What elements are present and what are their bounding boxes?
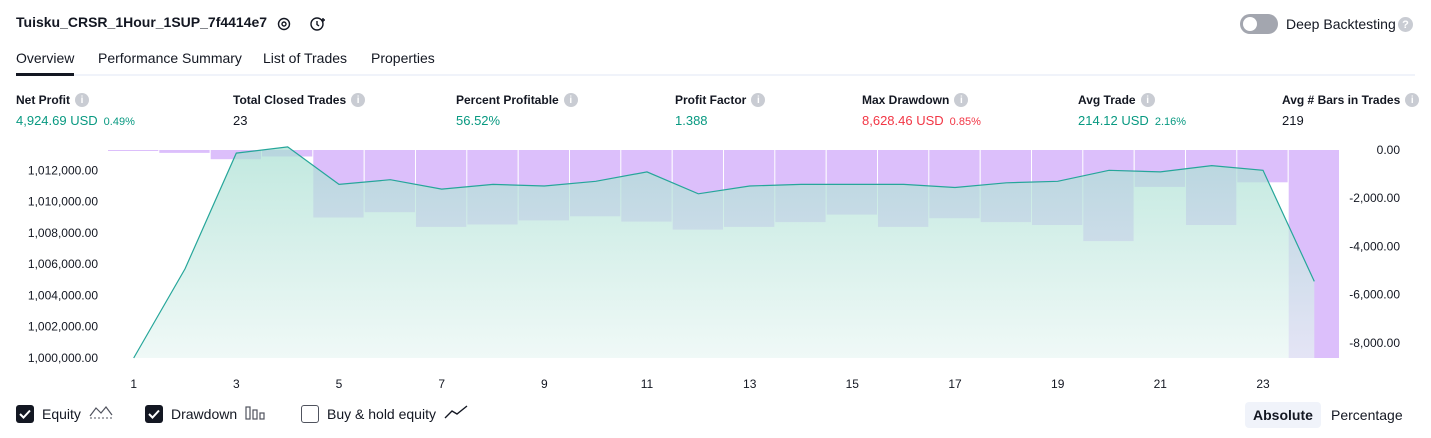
drawdown-label: Drawdown <box>171 405 238 422</box>
x-axis-tick: 5 <box>336 377 343 391</box>
buy-hold-line-icon <box>444 404 468 423</box>
metric-percent-profitable: Percent Profitable i 56.52% <box>456 93 578 128</box>
left-axis-tick: 1,010,000.00 <box>28 195 98 209</box>
x-axis-tick: 1 <box>130 377 137 391</box>
left-axis-tick: 1,004,000.00 <box>28 288 98 302</box>
metric-avg-trade: Avg Trade i 214.12 USD 2.16% <box>1078 93 1186 128</box>
metric-value: 4,924.69 USD <box>16 113 98 128</box>
info-icon[interactable]: i <box>1140 93 1155 107</box>
equity-checkbox[interactable] <box>16 404 34 423</box>
strategy-title: Tuisku_CRSR_1Hour_1SUP_7f4414e7 <box>16 14 268 30</box>
tab-bar: Overview Performance Summary List of Tra… <box>16 48 1415 76</box>
x-axis-tick: 21 <box>1154 377 1168 391</box>
add-alert-icon[interactable] <box>308 14 328 34</box>
absolute-button[interactable]: Absolute <box>1245 402 1321 428</box>
metric-label: Max Drawdown <box>862 93 950 107</box>
metric-value: 1.388 <box>675 113 708 128</box>
metric-label: Total Closed Trades <box>233 93 347 107</box>
equity-area <box>133 146 1315 358</box>
info-icon[interactable]: i <box>954 93 969 107</box>
right-axis-tick: -4,000.00 <box>1349 239 1400 253</box>
x-axis-tick: 9 <box>541 377 548 391</box>
equity-line-icon <box>89 404 113 423</box>
info-icon[interactable]: i <box>1405 93 1420 107</box>
metric-value: 23 <box>233 113 248 128</box>
left-axis-tick: 1,008,000.00 <box>28 226 98 240</box>
tab-list-of-trades[interactable]: List of Trades <box>263 50 348 66</box>
left-axis-tick: 1,002,000.00 <box>28 320 98 334</box>
x-axis-tick: 15 <box>846 377 860 391</box>
right-axis-tick: -6,000.00 <box>1349 288 1400 302</box>
metric-percent: 2.16% <box>1154 116 1187 128</box>
deep-backtesting-toggle[interactable] <box>1240 14 1278 34</box>
metric-net-profit: Net Profit i 4,924.69 USD 0.49% <box>16 93 135 128</box>
x-axis-tick: 7 <box>438 377 445 391</box>
equity-label: Equity <box>42 405 81 422</box>
x-axis-tick: 23 <box>1256 377 1270 391</box>
equity-line <box>133 146 1315 359</box>
metric-label: Net Profit <box>16 93 70 107</box>
left-axis-tick: 1,012,000.00 <box>28 163 98 177</box>
metric-percent: 0.49% <box>103 116 135 128</box>
metric-total-closed-trades: Total Closed Trades i 23 <box>233 93 366 128</box>
left-axis-tick: 1,006,000.00 <box>28 257 98 271</box>
drawdown-checkbox[interactable] <box>145 404 163 423</box>
left-axis-tick: 1,000,000.00 <box>28 351 98 365</box>
drawdown-bar <box>108 150 159 151</box>
tab-overview[interactable]: Overview <box>16 50 75 76</box>
info-icon[interactable]: i <box>351 93 366 107</box>
info-icon[interactable]: i <box>751 93 766 107</box>
settings-icon[interactable] <box>274 14 294 34</box>
right-axis-tick: -2,000.00 <box>1349 191 1400 205</box>
metric-label: Profit Factor <box>675 93 747 107</box>
x-axis-tick: 3 <box>233 377 240 391</box>
buy-hold-label: Buy & hold equity <box>327 405 436 422</box>
tab-performance-summary[interactable]: Performance Summary <box>98 50 242 66</box>
metric-max-drawdown: Max Drawdown i 8,628.46 USD 0.85% <box>862 93 981 128</box>
help-icon[interactable]: ? <box>1398 17 1413 32</box>
tab-properties[interactable]: Properties <box>371 50 435 66</box>
metric-value: 214.12 USD <box>1078 113 1149 128</box>
x-axis-tick: 17 <box>948 377 962 391</box>
metric-label: Avg # Bars in Trades <box>1282 93 1401 107</box>
x-axis-tick: 19 <box>1051 377 1065 391</box>
metric-label: Avg Trade <box>1078 93 1136 107</box>
legend-equity[interactable]: Equity <box>16 404 113 423</box>
legend-buy-hold[interactable]: Buy & hold equity <box>301 404 468 423</box>
metric-percent: 0.85% <box>949 116 981 128</box>
right-axis-tick: 0.00 <box>1377 143 1401 157</box>
right-axis-tick: -8,000.00 <box>1349 336 1400 350</box>
metric-value: 219 <box>1282 113 1304 128</box>
buy-hold-checkbox[interactable] <box>301 404 319 423</box>
info-icon[interactable]: i <box>563 93 578 107</box>
info-icon[interactable]: i <box>75 93 89 107</box>
drawdown-bar <box>159 150 210 153</box>
metric-profit-factor: Profit Factor i 1.388 <box>675 93 766 128</box>
x-axis-tick: 13 <box>743 377 757 391</box>
equity-drawdown-chart[interactable]: 1,012,000.00 1,010,000.00 1,008,000.00 1,00… <box>0 140 1431 396</box>
metric-label: Percent Profitable <box>456 93 559 107</box>
metric-value: 8,628.46 USD <box>862 113 944 128</box>
deep-backtesting-label: Deep Backtesting <box>1286 16 1396 32</box>
legend-drawdown[interactable]: Drawdown <box>145 404 267 423</box>
x-axis-tick: 11 <box>641 377 654 391</box>
drawdown-bars-icon <box>245 404 267 423</box>
metric-avg-bars: Avg # Bars in Trades i 219 <box>1282 93 1420 128</box>
percentage-button[interactable]: Percentage <box>1331 407 1403 423</box>
metric-value: 56.52% <box>456 113 501 128</box>
